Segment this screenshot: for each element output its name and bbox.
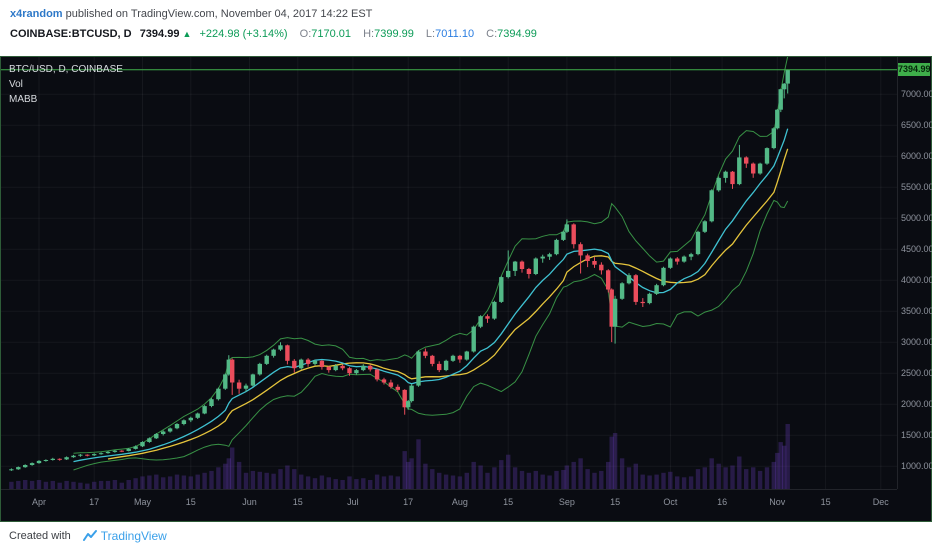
time-axis-label: 17 (403, 497, 414, 507)
price-axis-label: 5500.00 (901, 182, 932, 193)
time-axis-label: Dec (872, 497, 889, 507)
tradingview-link[interactable]: TradingView (100, 529, 167, 543)
price-axis-label: 4500.00 (901, 244, 932, 255)
up-arrow-icon: ▲ (182, 29, 192, 39)
time-axis-label: Jun (242, 497, 257, 507)
publish-text: published on TradingView.com, November 0… (62, 8, 373, 20)
chart-legend: BTC/USD, D, COINBASE Vol MABB (9, 62, 123, 107)
price-axis-label: 4000.00 (901, 275, 932, 286)
chart-area[interactable]: BTC/USD, D, COINBASE Vol MABB 7000.00 650… (0, 56, 932, 522)
price-axis-label: 3500.00 (901, 306, 932, 317)
time-axis[interactable]: Apr 17 May 15 Jun 15 Jul 17 Aug 15 Sep 15 Oct 16 Nov 15… (1, 489, 897, 521)
author-link[interactable]: x4random (10, 8, 63, 20)
time-axis-label: 15 (503, 497, 514, 507)
time-axis-label: Nov (769, 497, 786, 507)
time-axis-label: Jul (347, 497, 359, 507)
publish-line: x4random published on TradingView.com, N… (10, 8, 922, 20)
price-axis-label: 5000.00 (901, 213, 932, 224)
candlestick-plot[interactable] (1, 57, 897, 489)
legend-symbol: BTC/USD, D, COINBASE (9, 64, 123, 75)
time-axis-label: 15 (820, 497, 831, 507)
footer: Created with TradingView (0, 522, 932, 550)
header-last-price: 7394.99 (139, 28, 180, 40)
time-axis-label: 16 (717, 497, 728, 507)
created-with-text: Created with (9, 530, 71, 542)
low-value: 7011.10 (435, 28, 475, 40)
time-axis-label: 17 (89, 497, 100, 507)
low-label: L: (425, 28, 436, 40)
time-axis-label: 15 (292, 497, 303, 507)
open-value: 7170.01 (311, 28, 352, 40)
price-axis-label: 1500.00 (901, 430, 932, 441)
time-axis-label: 15 (610, 497, 621, 507)
last-price-tag: 7394.99 (898, 62, 931, 76)
time-axis-label: May (133, 497, 151, 507)
price-axis-label: 2000.00 (901, 399, 932, 410)
price-axis[interactable]: 7000.00 6500.00 6000.00 5500.00 5000.00 4500.… (897, 57, 932, 489)
price-axis-label: 7000.00 (901, 89, 932, 100)
symbol-title: COINBASE:BTCUSD, D (10, 28, 132, 40)
time-axis-label: Oct (663, 497, 678, 507)
price-axis-label: 6000.00 (901, 151, 932, 162)
price-axis-label: 6500.00 (901, 120, 932, 131)
time-axis-label: Apr (31, 497, 46, 507)
symbol-line: COINBASE:BTCUSD, D 7394.99 ▲ +224.98 (+3… (10, 28, 922, 40)
legend-mabb: MABB (9, 94, 38, 105)
price-axis-label: 1000.00 (901, 461, 932, 472)
legend-volume: Vol (9, 79, 23, 90)
close-value: 7394.99 (497, 28, 537, 40)
tradingview-logo-icon (82, 529, 97, 543)
high-label: H: (363, 28, 375, 40)
time-axis-label: Aug (451, 497, 468, 507)
price-axis-label: 2500.00 (901, 368, 932, 379)
price-axis-label: 3000.00 (901, 337, 932, 348)
high-value: 7399.99 (374, 28, 414, 40)
open-label: O: (299, 28, 312, 40)
time-axis-label: Sep (558, 497, 575, 507)
price-change: +224.98 (+3.14%) (199, 28, 288, 40)
publish-header: x4random published on TradingView.com, N… (0, 0, 932, 56)
time-axis-label: 15 (185, 497, 196, 507)
close-label: C: (486, 28, 498, 40)
